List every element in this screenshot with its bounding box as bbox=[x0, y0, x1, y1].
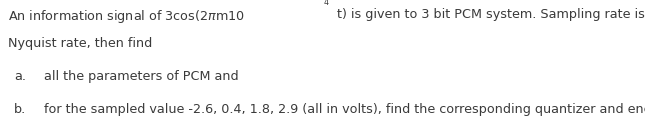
Text: t) is given to 3 bit PCM system. Sampling rate is twice of the: t) is given to 3 bit PCM system. Samplin… bbox=[337, 8, 645, 21]
Text: for the sampled value -2.6, 0.4, 1.8, 2.9 (all in volts), find the corresponding: for the sampled value -2.6, 0.4, 1.8, 2.… bbox=[44, 103, 645, 116]
Text: 4: 4 bbox=[324, 0, 329, 7]
Text: An information signal of 3cos(2$\pi$m10: An information signal of 3cos(2$\pi$m10 bbox=[8, 8, 245, 25]
Text: all the parameters of PCM and: all the parameters of PCM and bbox=[44, 70, 239, 83]
Text: b.: b. bbox=[14, 103, 26, 116]
Text: Nyquist rate, then find: Nyquist rate, then find bbox=[8, 37, 153, 50]
Text: a.: a. bbox=[14, 70, 26, 83]
